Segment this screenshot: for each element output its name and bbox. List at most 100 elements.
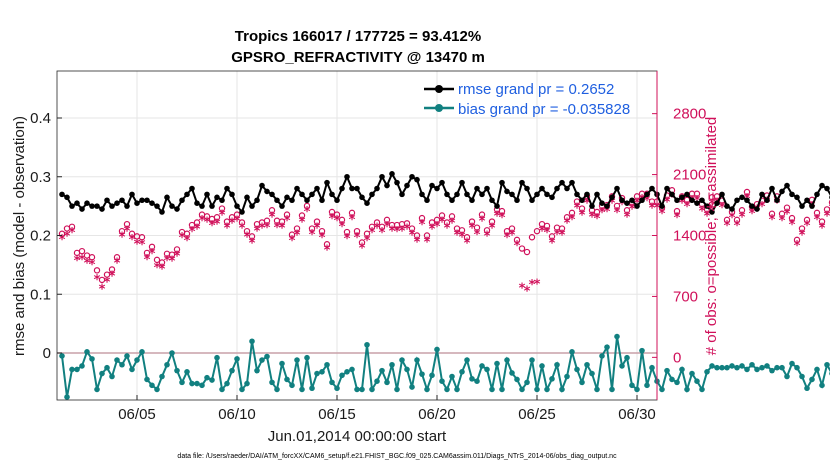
rmse-point bbox=[659, 203, 665, 209]
obs-possible-point bbox=[368, 223, 376, 230]
bias-point bbox=[719, 364, 725, 371]
bias-point bbox=[699, 386, 705, 393]
rmse-point bbox=[74, 200, 80, 206]
rmse-point bbox=[214, 194, 220, 201]
obs-assimilated-point: * bbox=[704, 209, 711, 224]
obs-assimilated-point: * bbox=[499, 211, 506, 226]
obs-assimilated-point: * bbox=[284, 214, 291, 229]
bias-point bbox=[414, 357, 420, 363]
bias-point bbox=[114, 357, 120, 363]
bias-point bbox=[309, 385, 315, 392]
y-tick-label: 0.2 bbox=[30, 228, 51, 245]
obs-possible-point bbox=[743, 188, 751, 196]
rmse-point bbox=[704, 203, 710, 209]
obs-possible-point bbox=[98, 276, 106, 284]
obs-assimilated-point: * bbox=[249, 236, 256, 251]
obs-assimilated-point: * bbox=[254, 224, 261, 239]
y-axis-left: 0 0.1 0.2 0.3 0.4 bbox=[30, 110, 62, 362]
rmse-point bbox=[754, 206, 760, 212]
obs-assimilated-point: * bbox=[814, 213, 821, 228]
rmse-point bbox=[434, 185, 440, 192]
rmse-point bbox=[794, 194, 800, 201]
obs-possible-point bbox=[503, 227, 511, 235]
rmse-point bbox=[734, 197, 740, 204]
rmse-point bbox=[409, 173, 415, 180]
obs-assimilated-point: * bbox=[554, 228, 561, 243]
rmse-point bbox=[609, 194, 615, 201]
obs-assimilated-point: * bbox=[559, 229, 566, 244]
bias-point bbox=[124, 353, 130, 359]
rmse-point bbox=[504, 188, 510, 195]
rmse-point bbox=[709, 209, 715, 215]
obs-possible-point bbox=[818, 218, 826, 225]
rmse-point bbox=[84, 200, 90, 206]
bias-point bbox=[384, 379, 390, 386]
rmse-point bbox=[274, 197, 280, 204]
rmse-point bbox=[299, 191, 305, 198]
bias-point bbox=[374, 378, 380, 385]
bias-point bbox=[664, 367, 670, 374]
bias-point bbox=[69, 366, 75, 373]
rmse-point bbox=[259, 182, 265, 189]
bias-point bbox=[174, 367, 180, 374]
rmse-point bbox=[719, 191, 725, 198]
rmse-point bbox=[94, 203, 100, 209]
rmse-point bbox=[539, 185, 545, 192]
obs-assimilated-point: * bbox=[474, 228, 481, 243]
obs-possible-point bbox=[423, 232, 431, 239]
obs-possible-point bbox=[168, 251, 176, 258]
bias-point bbox=[769, 367, 775, 374]
obs-assimilated-point: * bbox=[494, 209, 501, 224]
rmse-point bbox=[59, 191, 65, 198]
obs-possible-point bbox=[353, 227, 361, 235]
rmse-point bbox=[669, 191, 675, 198]
bias-point bbox=[269, 379, 275, 386]
rmse-point bbox=[769, 185, 775, 192]
rmse-point bbox=[184, 191, 190, 198]
bias-point bbox=[144, 376, 150, 383]
obs-assimilated-point: * bbox=[349, 213, 356, 228]
obs-assimilated-point: * bbox=[134, 237, 141, 252]
bias-point bbox=[279, 360, 285, 367]
bias-point bbox=[169, 350, 175, 356]
obs-assimilated-point: * bbox=[604, 205, 611, 220]
obs-possible-point bbox=[293, 225, 301, 232]
rmse-point bbox=[64, 194, 70, 201]
obs-assimilated-point: * bbox=[749, 207, 756, 222]
obs-assimilated-point: * bbox=[769, 213, 776, 228]
bias-point bbox=[624, 354, 630, 361]
obs-possible-point bbox=[348, 209, 356, 217]
obs-possible-point bbox=[148, 243, 156, 251]
obs-assimilated-point: * bbox=[484, 230, 491, 245]
obs-possible-point bbox=[723, 216, 731, 224]
rmse-point bbox=[489, 197, 495, 204]
obs-possible-point bbox=[563, 214, 571, 221]
rmse-point bbox=[554, 185, 560, 192]
rmse-point bbox=[124, 203, 130, 209]
obs-assimilated-point: * bbox=[549, 236, 556, 251]
obs-assimilated-point: * bbox=[264, 221, 271, 236]
rmse-point bbox=[394, 179, 400, 186]
bias-point bbox=[659, 386, 665, 393]
bias-point bbox=[729, 363, 735, 369]
obs-assimilated-point: * bbox=[374, 222, 381, 237]
obs-possible-point bbox=[248, 233, 256, 240]
bias-point bbox=[559, 386, 565, 393]
obs-assimilated-point: * bbox=[719, 201, 726, 216]
obs-possible-point bbox=[418, 214, 426, 222]
bias-point bbox=[789, 360, 795, 367]
bias-point bbox=[134, 357, 140, 363]
rmse-point bbox=[684, 191, 690, 198]
rmse-point bbox=[594, 191, 600, 198]
obs-assimilated-point: * bbox=[384, 220, 391, 235]
rmse-point bbox=[194, 200, 200, 206]
legend-rmse-label: rmse grand pr = 0.2652 bbox=[458, 81, 614, 98]
obs-possible-point bbox=[803, 216, 811, 224]
obs-assimilated-point: * bbox=[569, 213, 576, 228]
rmse-point bbox=[579, 197, 585, 204]
obs-possible-point bbox=[463, 234, 471, 241]
rmse-point bbox=[494, 203, 500, 209]
obs-possible-point bbox=[478, 211, 486, 218]
bias-point bbox=[604, 344, 610, 350]
rmse-point bbox=[584, 191, 590, 198]
